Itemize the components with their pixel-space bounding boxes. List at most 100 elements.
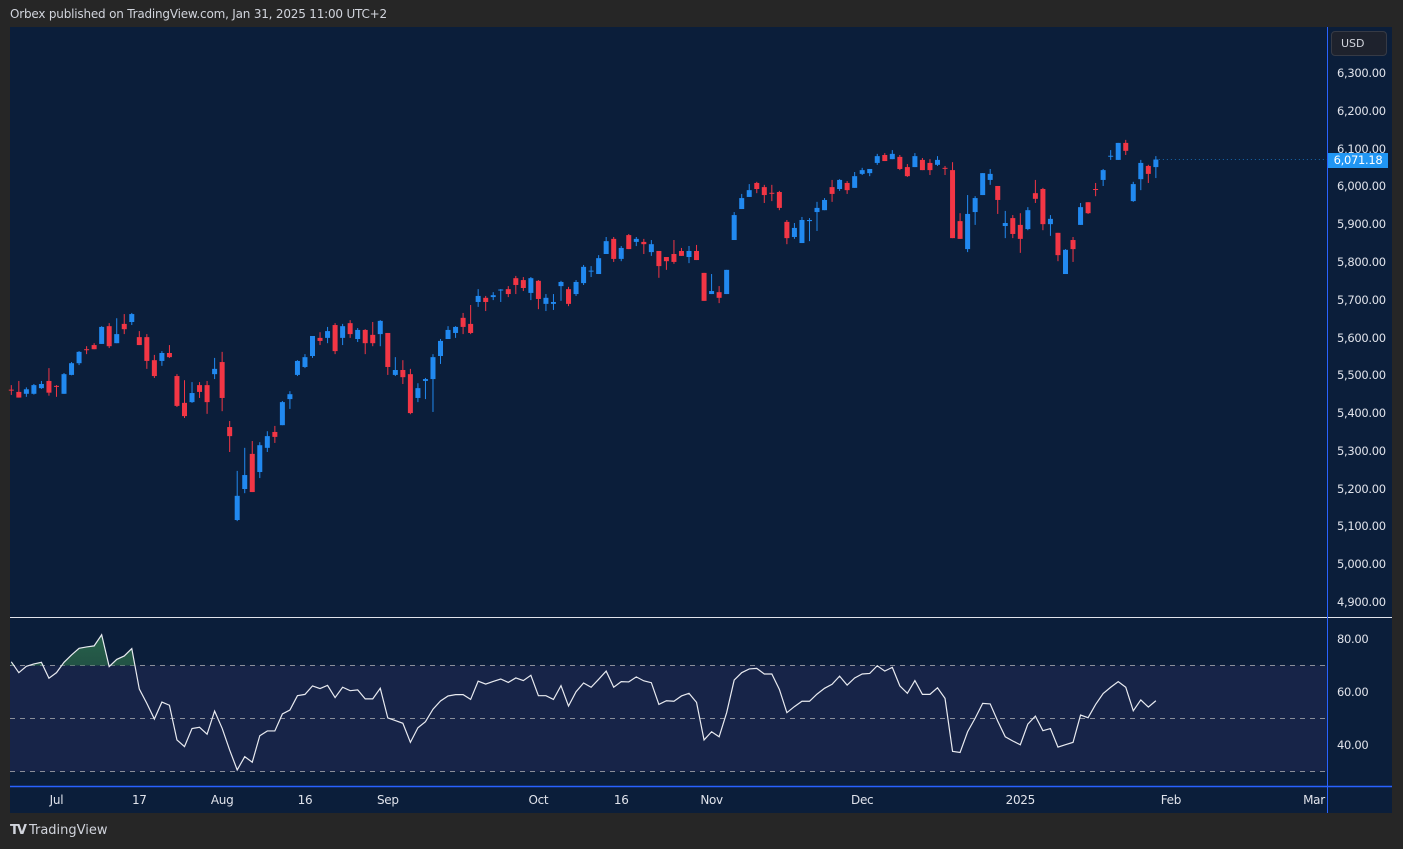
time-tick-label: 16 bbox=[297, 793, 313, 807]
candle-body bbox=[151, 360, 157, 377]
candle-body bbox=[1123, 142, 1129, 151]
candle-body bbox=[1115, 142, 1121, 160]
candle-body bbox=[528, 278, 534, 293]
candle-body bbox=[53, 385, 59, 387]
candle-body bbox=[957, 221, 963, 239]
candle-body bbox=[844, 182, 850, 191]
candle-body bbox=[483, 297, 489, 302]
candle-body bbox=[385, 332, 391, 367]
candle-body bbox=[1055, 232, 1061, 256]
candle-body bbox=[415, 388, 421, 398]
publish-header: Orbex published on TradingView.com, Jan … bbox=[10, 7, 387, 21]
candle-body bbox=[550, 301, 556, 304]
time-tick-label: Aug bbox=[210, 793, 234, 807]
candle-body bbox=[355, 329, 361, 340]
candle-body bbox=[1032, 193, 1038, 199]
candle-body bbox=[987, 173, 993, 180]
candle-body bbox=[897, 156, 903, 169]
candle-body bbox=[84, 349, 90, 351]
candle-body bbox=[197, 385, 203, 392]
last-price-label: 6,071.18 bbox=[1328, 153, 1388, 168]
candle-body bbox=[257, 445, 263, 473]
candle-body bbox=[264, 436, 270, 448]
candle-body bbox=[919, 159, 925, 171]
candle-body bbox=[1145, 165, 1151, 174]
candle-body bbox=[1100, 170, 1106, 180]
candle-body bbox=[678, 250, 684, 256]
price-tick-label: 5,100.00 bbox=[1337, 519, 1386, 534]
candle-body bbox=[1093, 189, 1099, 191]
candle-body bbox=[995, 185, 1001, 200]
candle-body bbox=[1047, 218, 1053, 225]
candle-body bbox=[822, 199, 828, 211]
price-pane bbox=[10, 27, 1327, 617]
candle-body bbox=[1078, 207, 1084, 225]
candle-body bbox=[234, 495, 240, 521]
candle-body bbox=[498, 289, 504, 291]
candle-body bbox=[106, 326, 112, 347]
candle-body bbox=[814, 207, 820, 213]
candle-body bbox=[573, 281, 579, 295]
candle-body bbox=[1138, 162, 1144, 180]
currency-button[interactable]: USD bbox=[1331, 31, 1387, 56]
candle-body bbox=[776, 192, 782, 208]
candle-body bbox=[671, 253, 677, 262]
candle-body bbox=[212, 368, 218, 375]
candle-body bbox=[641, 241, 647, 245]
candle-body bbox=[972, 198, 978, 213]
candle-body bbox=[362, 329, 368, 344]
price-tick-label: 4,900.00 bbox=[1337, 595, 1386, 609]
time-tick-label: Nov bbox=[700, 793, 723, 807]
candle-body bbox=[1017, 224, 1023, 239]
candle-body bbox=[965, 213, 971, 250]
candle-body bbox=[400, 369, 406, 378]
candle-body bbox=[1040, 189, 1046, 225]
candle-body bbox=[761, 187, 767, 196]
footer-brand[interactable]: TV TradingView bbox=[10, 823, 107, 838]
candle-body bbox=[181, 402, 187, 417]
candle-body bbox=[950, 170, 956, 239]
candle-body bbox=[663, 257, 669, 262]
time-tick-label: Jul bbox=[49, 793, 64, 807]
candle-body bbox=[1130, 184, 1136, 202]
candle-body bbox=[136, 337, 142, 346]
candle-body bbox=[581, 266, 587, 284]
candle-body bbox=[543, 297, 549, 304]
candle-body bbox=[114, 334, 120, 344]
candle-body bbox=[739, 198, 745, 210]
candle-body bbox=[611, 238, 617, 259]
price-tick-label: 5,700.00 bbox=[1337, 292, 1386, 307]
rsi-tick-label: 60.00 bbox=[1337, 685, 1369, 699]
candle-body bbox=[219, 362, 225, 398]
candle-body bbox=[76, 351, 82, 364]
candle-body bbox=[769, 192, 775, 194]
candle-body bbox=[980, 173, 986, 196]
candle-body bbox=[784, 221, 790, 239]
candle-body bbox=[430, 357, 436, 380]
candle-body bbox=[1002, 223, 1008, 227]
candle-body bbox=[377, 320, 383, 335]
candle-body bbox=[490, 295, 496, 298]
price-tick-label: 5,600.00 bbox=[1337, 330, 1386, 345]
candle-body bbox=[618, 247, 624, 259]
candle-body bbox=[468, 323, 474, 333]
candle-body bbox=[709, 291, 715, 295]
candle-body bbox=[272, 431, 278, 437]
candle-body bbox=[799, 219, 805, 244]
time-tick-label: 16 bbox=[613, 793, 629, 807]
time-tick-label: Feb bbox=[1160, 793, 1182, 807]
candle-body bbox=[731, 215, 737, 241]
candle-body bbox=[302, 357, 308, 367]
candle-body bbox=[453, 326, 459, 333]
candle-body bbox=[16, 391, 22, 398]
candle-body bbox=[99, 326, 105, 344]
candle-body bbox=[1025, 210, 1031, 230]
candle-body bbox=[129, 314, 135, 323]
candle-body bbox=[852, 176, 858, 188]
price-tick-label: 6,300.00 bbox=[1337, 66, 1386, 80]
candle-body bbox=[279, 402, 285, 426]
candle-body bbox=[505, 289, 511, 295]
candle-body bbox=[588, 270, 594, 272]
price-tick-label: 6,000.00 bbox=[1337, 179, 1386, 194]
